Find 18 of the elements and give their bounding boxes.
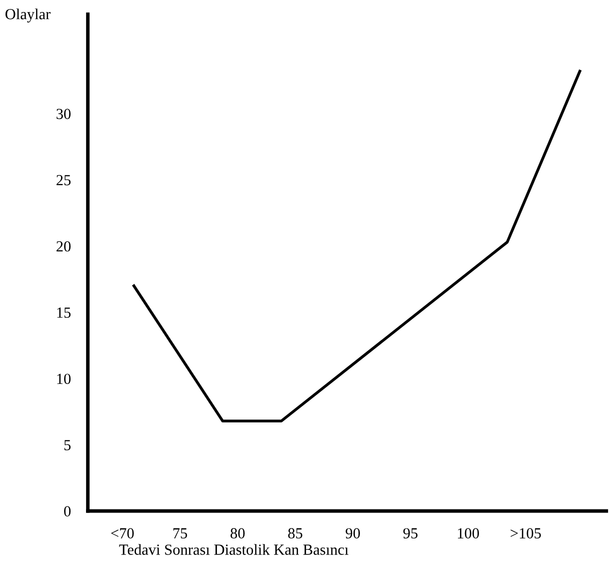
line-series [132, 70, 582, 422]
x-tick-label: 80 [230, 528, 245, 538]
x-tick-label: 75 [173, 528, 188, 538]
x-axis-title: Tedavi Sonrası Diastolik Kan Basıncı [119, 544, 348, 555]
y-tick-label: 5 [64, 440, 71, 450]
x-tick-label: 95 [403, 528, 418, 538]
y-tick-label: 10 [57, 374, 71, 384]
y-tick-label: 25 [56, 175, 71, 186]
y-tick-label: 0 [64, 506, 71, 516]
x-tick-label: <70 [111, 528, 134, 538]
y-tick-label: 20 [56, 241, 71, 252]
y-tick-label: 30 [56, 108, 71, 120]
x-tick-label: 85 [288, 528, 302, 538]
y-tick-label: 15 [57, 308, 71, 318]
x-tick-label: >105 [510, 528, 541, 538]
y-axis-title: Olaylar [6, 8, 51, 22]
x-tick-label: 100 [458, 528, 479, 538]
x-tick-label: 90 [346, 528, 360, 538]
